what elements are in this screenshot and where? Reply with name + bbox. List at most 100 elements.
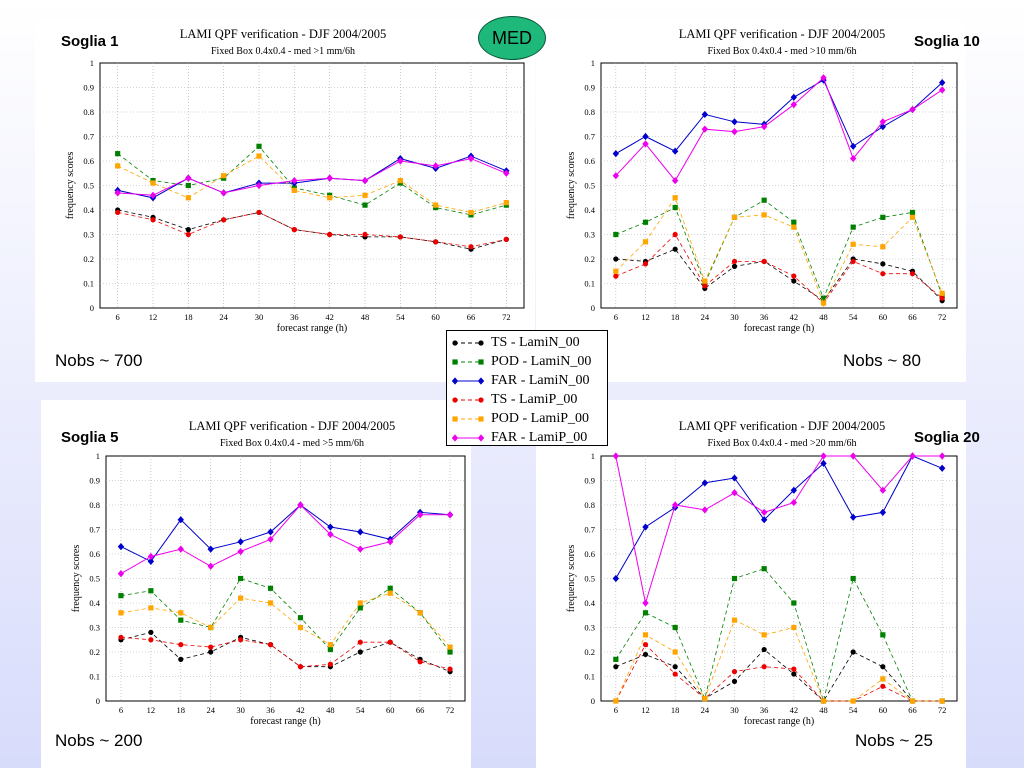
series-line (615, 248, 943, 302)
series-line (615, 455, 943, 579)
data-point (327, 646, 333, 653)
data-point (178, 610, 184, 616)
data-point (761, 197, 767, 203)
data-point (468, 209, 474, 216)
x-tick-label: 30 (730, 705, 739, 715)
data-point (612, 150, 620, 158)
y-tick-label: 0.4 (89, 598, 100, 608)
data-point (938, 464, 946, 472)
data-point (702, 283, 708, 289)
legend-swatch-marker (452, 339, 458, 346)
data-point (397, 157, 404, 165)
x-tick-label: 48 (326, 705, 335, 715)
data-point (761, 212, 767, 218)
data-point (208, 624, 214, 631)
series-line (615, 619, 943, 702)
x-axis-label: forecast range (h) (250, 716, 321, 727)
y-tick-label: 0.3 (584, 230, 595, 240)
y-tick-label: 0.6 (584, 156, 595, 166)
y-tick-label: 0.9 (83, 83, 94, 93)
y-tick-label: 0.5 (584, 181, 595, 191)
data-point (147, 552, 155, 561)
y-tick-label: 0.2 (89, 647, 100, 657)
data-point (117, 570, 125, 578)
legend-swatch-marker (478, 396, 484, 403)
data-point (731, 678, 738, 685)
data-point (185, 195, 191, 201)
x-tick-label: 60 (879, 312, 888, 322)
data-point (791, 671, 797, 677)
y-tick-label: 0 (90, 303, 94, 313)
data-point (613, 256, 619, 262)
series-line (615, 568, 943, 703)
y-tick-label: 0 (96, 696, 100, 706)
data-point (702, 278, 708, 284)
data-point (147, 557, 155, 565)
chart-title: LAMI QPF verification - DJF 2004/2005 (679, 419, 886, 433)
series-line (120, 578, 451, 653)
data-point (267, 535, 274, 543)
plot-frame (105, 455, 466, 702)
x-tick-label: 66 (908, 312, 917, 322)
data-point (178, 617, 184, 623)
x-tick-label: 54 (849, 312, 858, 322)
chart-panel-soglia-1 (35, 20, 535, 382)
data-point (221, 173, 227, 179)
data-point (416, 511, 424, 519)
y-axis-label: frequency scores (71, 545, 82, 613)
x-tick-label: 72 (938, 705, 947, 715)
data-point (185, 174, 192, 182)
x-tick-label: 24 (701, 705, 710, 715)
data-point (671, 147, 679, 155)
data-point (115, 209, 121, 216)
x-tick-label: 60 (879, 705, 888, 715)
data-point (114, 189, 121, 197)
data-point (150, 180, 156, 186)
series-line (120, 504, 451, 563)
x-tick-label: 66 (416, 705, 425, 715)
data-point (880, 632, 886, 638)
x-axis-label: forecast range (h) (277, 323, 348, 334)
y-tick-label: 0.1 (83, 279, 94, 289)
series-line (615, 79, 943, 155)
series-3 (613, 642, 945, 704)
data-point (612, 574, 620, 583)
x-tick-label: 30 (236, 705, 245, 715)
data-point (613, 698, 619, 704)
data-point (397, 234, 403, 240)
data-point (820, 459, 827, 467)
data-point (760, 123, 768, 131)
data-point (256, 209, 262, 216)
data-point (208, 644, 214, 650)
x-tick-label: 18 (671, 705, 680, 715)
data-point (850, 649, 856, 655)
series-line (615, 199, 943, 300)
data-point (362, 231, 368, 238)
chart-panel-soglia-10 (536, 20, 966, 382)
x-tick-label: 72 (938, 312, 947, 322)
data-point (178, 642, 184, 648)
x-tick-label: 30 (255, 312, 264, 322)
data-point (701, 110, 709, 119)
data-point (446, 511, 454, 519)
data-point (672, 246, 678, 252)
data-point (238, 637, 244, 643)
data-point (267, 528, 274, 536)
data-point (118, 610, 124, 616)
series-0 (613, 246, 945, 304)
data-point (849, 154, 857, 163)
data-point (357, 545, 364, 553)
data-point (613, 664, 619, 670)
data-point (880, 676, 886, 682)
data-point (938, 452, 946, 460)
x-tick-label: 24 (219, 312, 228, 322)
series-line (615, 196, 943, 305)
y-tick-label: 0.5 (83, 181, 94, 191)
y-tick-label: 0.4 (584, 205, 595, 215)
data-point (117, 543, 125, 551)
legend-item-far-lamip: FAR - LamiP_00 (451, 428, 587, 447)
y-axis-label: frequency scores (566, 545, 577, 613)
y-tick-label: 0.3 (89, 623, 100, 633)
series-line (615, 455, 943, 604)
series-4 (613, 195, 945, 306)
